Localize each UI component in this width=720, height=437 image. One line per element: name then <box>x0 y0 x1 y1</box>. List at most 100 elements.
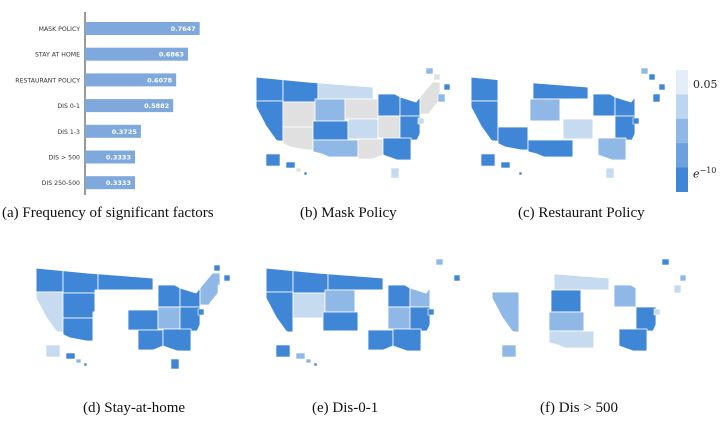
map-region <box>518 292 552 319</box>
choropleth-map-dis-0-1 <box>265 258 461 372</box>
map-region-small <box>632 117 640 125</box>
map-region-small <box>531 358 538 364</box>
map-region <box>357 309 389 331</box>
map-region <box>377 115 401 139</box>
map-region <box>550 289 582 313</box>
map-region <box>471 77 499 102</box>
map-region-small <box>510 167 517 173</box>
map-region-small <box>480 153 496 167</box>
map-region <box>322 330 369 349</box>
map-region-small <box>390 167 400 179</box>
map-region <box>613 306 637 330</box>
choropleth-map-restaurant-policy <box>470 67 666 181</box>
map-region-small <box>626 358 636 370</box>
caption-d: (d) Stay-at-home <box>83 400 186 416</box>
map-region <box>199 272 221 306</box>
caption-c: (c) Restaurant Policy <box>518 205 645 221</box>
map-region <box>562 118 594 140</box>
map-region <box>429 272 451 306</box>
map-outline <box>265 267 455 372</box>
map-region-small <box>605 167 615 179</box>
map-region <box>314 98 346 122</box>
bar <box>85 176 135 190</box>
map-region <box>292 317 324 342</box>
legend-color-step <box>676 167 688 192</box>
map-region <box>399 115 421 141</box>
map-region-small <box>658 83 666 91</box>
choropleth-map-stay-at-home <box>35 258 231 372</box>
legend-max-label: 0.05 <box>693 78 718 91</box>
bar-category-label: DIS 1-3 <box>57 129 80 136</box>
map-region-small <box>213 264 221 272</box>
map-region <box>518 317 550 342</box>
map-region <box>529 98 561 122</box>
map-outline <box>491 267 681 372</box>
map-region-small <box>83 362 88 367</box>
map-region <box>409 306 431 332</box>
bar-value-label: 0.6078 <box>147 76 173 84</box>
legend-color-step <box>676 143 688 169</box>
legend-color-step <box>676 118 688 144</box>
map-region <box>157 284 181 308</box>
map-region <box>377 93 401 117</box>
map-region <box>62 292 96 319</box>
map-region <box>497 101 531 128</box>
map-region-small <box>443 83 451 91</box>
map-region <box>62 317 94 342</box>
map-region <box>593 329 620 351</box>
bar-category-label: STAY AT HOME <box>35 52 80 59</box>
bar-chart: MASK POLICY 0.7647 STAY AT HOME 0.6863 RESTA… <box>15 12 200 195</box>
map-region <box>344 98 379 120</box>
map-region-small <box>400 358 410 370</box>
bar-value-label: 0.3725 <box>112 128 138 136</box>
map-region <box>324 289 356 313</box>
map-region-small <box>275 344 291 358</box>
map-region <box>282 101 316 128</box>
bar <box>85 150 135 164</box>
map-region-small <box>640 67 649 75</box>
bar-category-label: MASK POLICY <box>39 26 81 33</box>
map-region <box>497 126 529 151</box>
map-outline <box>470 76 660 181</box>
map-region-small <box>443 264 451 272</box>
map-region-small <box>433 73 441 81</box>
map-region <box>312 139 359 158</box>
map-region <box>592 93 616 117</box>
bar-category-label: DIS > 500 <box>49 155 81 162</box>
map-region <box>572 138 599 160</box>
legend-min-base: e <box>693 167 700 181</box>
map-region-small <box>447 284 456 294</box>
map-region-small <box>435 258 444 266</box>
map-region <box>613 284 637 308</box>
map-region <box>357 138 384 160</box>
map-region <box>127 309 159 331</box>
map-region-small <box>217 284 226 294</box>
map-region-small <box>45 344 61 358</box>
map-region <box>292 292 326 319</box>
map-region <box>266 291 294 333</box>
bar <box>85 124 141 138</box>
map-region-small <box>295 352 306 360</box>
map-region-small <box>265 153 281 167</box>
choropleth-map-mask-policy <box>255 67 451 181</box>
map-region-small <box>661 258 670 266</box>
map-region <box>409 284 431 308</box>
map-region <box>312 120 349 141</box>
map-region <box>634 81 656 115</box>
choropleth-map-dis-500 <box>491 258 687 372</box>
map-region-small <box>500 161 511 169</box>
map-region <box>527 139 574 158</box>
map-region <box>347 118 379 140</box>
bar-value-label: 0.5882 <box>144 102 169 110</box>
map-region <box>256 77 284 102</box>
caption-f: (f) Dis > 500 <box>540 400 619 416</box>
map-region <box>322 311 359 332</box>
map-region-small <box>425 67 434 75</box>
map-region-small <box>427 308 435 316</box>
map-region <box>527 120 564 141</box>
bar <box>85 47 188 61</box>
map-region-small <box>65 352 76 360</box>
map-outline <box>35 267 225 372</box>
map-region <box>157 306 181 330</box>
bar <box>85 73 177 87</box>
